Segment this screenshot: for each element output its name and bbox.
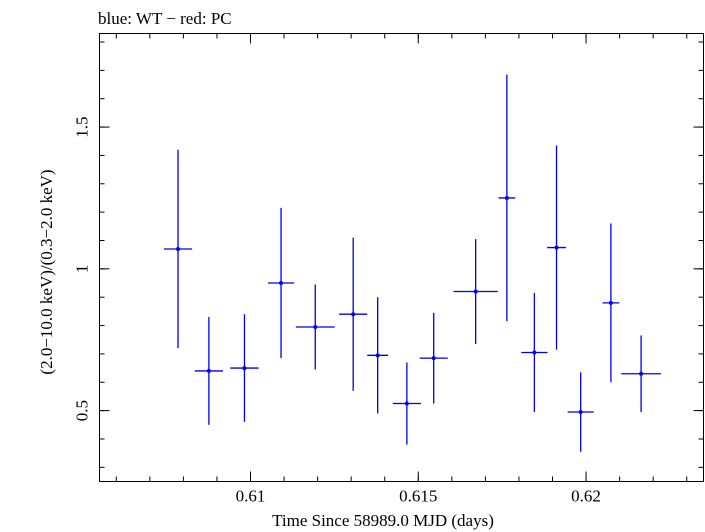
y-tick-label: 1 — [73, 265, 92, 274]
data-point — [602, 223, 620, 383]
chart-title: blue: WT − red: PC — [98, 9, 232, 28]
data-point — [567, 372, 594, 452]
data-marker — [504, 195, 509, 200]
data-point — [521, 292, 548, 413]
plot-frame — [99, 33, 704, 482]
data-marker — [473, 289, 478, 294]
y-tick-label: 0.5 — [73, 400, 92, 421]
data-marker — [554, 245, 559, 250]
data-point — [230, 314, 259, 422]
y-tick-label: 1.5 — [73, 116, 92, 137]
y-axis-label: (2.0−10.0 keV)/(0.3−2.0 keV) — [37, 169, 56, 374]
data-point — [267, 207, 295, 359]
data-marker — [532, 350, 537, 355]
data-marker — [375, 353, 380, 358]
data-marker — [279, 281, 284, 286]
data-marker — [608, 300, 613, 305]
data-point — [498, 74, 516, 322]
data-point — [367, 297, 389, 414]
data-point — [163, 149, 193, 349]
x-tick-label: 0.61 — [236, 487, 266, 506]
data-marker — [578, 410, 583, 415]
data-point — [547, 145, 566, 350]
data-marker — [176, 246, 181, 251]
data-marker — [206, 368, 211, 373]
x-axis-label: Time Since 58989.0 MJD (days) — [272, 511, 494, 530]
tick-labels: 0.61 0.615 0.62 0.5 1 1.5 — [73, 116, 601, 505]
data-point — [392, 362, 421, 445]
data-marker — [351, 312, 356, 317]
data-marker — [313, 324, 318, 329]
data-point — [453, 239, 498, 344]
data-point — [419, 312, 448, 404]
data-point — [194, 317, 223, 425]
x-tick-label: 0.62 — [571, 487, 601, 506]
data-marker — [431, 356, 436, 361]
data-marker — [404, 401, 409, 406]
axis-ticks — [99, 33, 704, 482]
data-point — [621, 335, 661, 413]
data-point — [339, 237, 368, 391]
data-marker — [242, 366, 247, 371]
data-marker — [639, 371, 644, 376]
x-tick-label: 0.615 — [399, 487, 437, 506]
data-points — [163, 74, 661, 452]
data-point — [295, 284, 335, 370]
